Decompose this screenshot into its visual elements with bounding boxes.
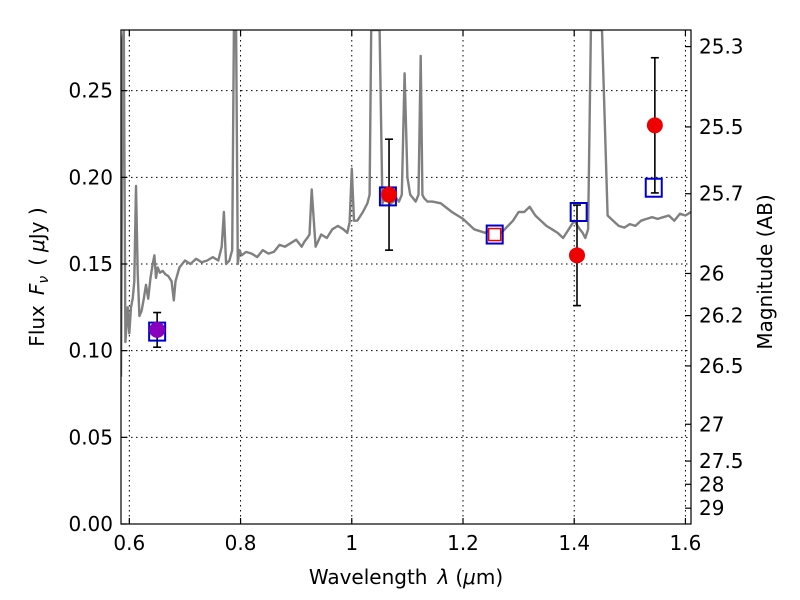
y2-tick-label: 27 bbox=[699, 412, 724, 436]
y2-tick-label: 26 bbox=[699, 261, 724, 285]
y2-axis-label: Magnitude (AB) bbox=[753, 194, 777, 349]
y2-tick-label: 26.5 bbox=[699, 354, 744, 378]
y2-tick-label: 26.2 bbox=[699, 304, 744, 328]
y2-tick-label: 25.7 bbox=[699, 182, 744, 206]
plot-series bbox=[121, 30, 691, 377]
y-axis-label-symbol: F bbox=[25, 283, 49, 295]
observed-open-marker bbox=[487, 227, 502, 242]
y-axis-label: Flux Fν ( μJy ) bbox=[25, 207, 52, 346]
synthetic-point bbox=[569, 202, 588, 222]
x-tick-label: 1.6 bbox=[670, 531, 702, 555]
y-axis-label-unit-rest: Jy ) bbox=[25, 207, 49, 241]
y-axis-label-text: Flux bbox=[25, 305, 49, 347]
observed-point bbox=[381, 186, 398, 203]
y2-tick-label: 28 bbox=[699, 472, 724, 496]
y-tick-label: 0.00 bbox=[68, 512, 113, 536]
x-tick-label: 1.4 bbox=[558, 531, 590, 555]
observed-point bbox=[569, 247, 585, 264]
axis-ticks: 0.6 0.8 1 1.2 1.4 1.6 0.00 0.05 0.10 0.15 0.20 0.25… bbox=[68, 30, 744, 555]
y2-tick-label: 29 bbox=[699, 496, 724, 520]
y-axis-label-subscript: ν bbox=[36, 276, 52, 284]
x-axis-label-text: Wavelength bbox=[309, 565, 428, 589]
y2-tick-label: 25.5 bbox=[699, 115, 744, 139]
y-axis-label-unit-open: ( bbox=[25, 258, 49, 266]
y-tick-label: 0.05 bbox=[68, 425, 113, 449]
y2-tick-label: 27.5 bbox=[699, 449, 744, 473]
y-tick-label: 0.15 bbox=[68, 252, 113, 276]
plot-frame bbox=[120, 29, 692, 525]
observed-point bbox=[149, 321, 166, 338]
x-axis-label-unit-rest: m) bbox=[476, 565, 503, 589]
x-tick-label: 0.6 bbox=[113, 531, 145, 555]
synthetic-point bbox=[485, 224, 504, 245]
synthetic-point bbox=[644, 177, 663, 198]
x-axis-label-unit-mu: μ bbox=[462, 565, 476, 589]
y-axis-label-unit-mu: μ bbox=[25, 239, 49, 253]
x-axis-label-unit-open: ( bbox=[455, 565, 463, 589]
x-axis-label: Wavelength λ (μm) bbox=[309, 565, 503, 589]
y2-tick-label: 25.3 bbox=[699, 35, 744, 59]
y-tick-label: 0.25 bbox=[68, 79, 113, 103]
observed-point bbox=[646, 117, 663, 134]
x-axis-label-symbol: λ bbox=[436, 565, 449, 589]
y-tick-label: 0.10 bbox=[68, 339, 113, 363]
x-tick-label: 1.2 bbox=[447, 531, 479, 555]
x-tick-label: 1 bbox=[345, 531, 358, 555]
x-tick-label: 0.8 bbox=[225, 531, 257, 555]
y-tick-label: 0.20 bbox=[68, 165, 113, 189]
